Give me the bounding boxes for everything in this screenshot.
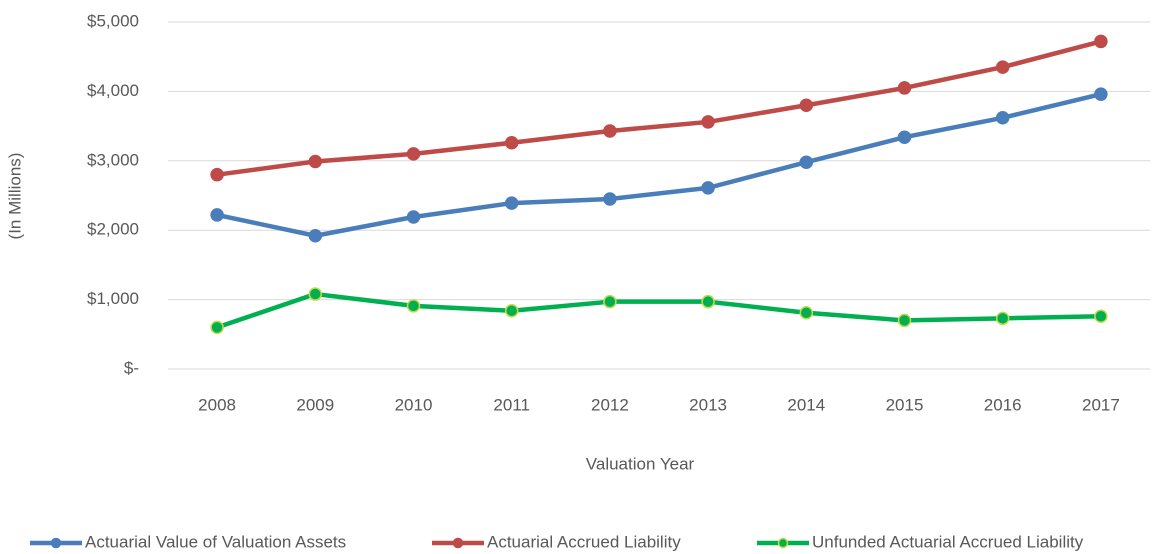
point xyxy=(995,60,1010,74)
x-tick-label: 2014 xyxy=(787,395,825,414)
x-tick-label: 2009 xyxy=(296,395,334,414)
legend-marker xyxy=(50,537,62,549)
y-tick-label: $3,000 xyxy=(87,150,139,169)
point xyxy=(995,311,1010,326)
point xyxy=(1094,87,1108,101)
y-tick-label: $- xyxy=(124,358,139,377)
point xyxy=(406,147,421,161)
point xyxy=(603,192,617,206)
legend-marker xyxy=(777,537,789,549)
point xyxy=(799,98,814,113)
y-tick-label: $5,000 xyxy=(87,11,139,30)
point xyxy=(701,294,715,309)
point xyxy=(210,320,224,335)
point xyxy=(504,136,519,150)
x-axis-title: Valuation Year xyxy=(586,454,695,473)
point xyxy=(701,115,715,129)
x-tick-label: 2008 xyxy=(198,395,236,414)
x-tick-label: 2017 xyxy=(1082,395,1120,414)
point xyxy=(897,313,912,328)
series-line xyxy=(216,39,1102,177)
y-tick-label: $1,000 xyxy=(87,289,139,308)
y-tick-label: $2,000 xyxy=(87,220,139,239)
point xyxy=(799,155,814,169)
series-line xyxy=(216,91,1102,239)
point xyxy=(504,196,519,210)
point xyxy=(603,294,617,309)
point xyxy=(308,287,323,301)
point xyxy=(897,130,912,144)
x-tick-label: 2013 xyxy=(689,395,727,414)
x-tick-label: 2016 xyxy=(984,395,1022,414)
point xyxy=(406,210,421,224)
x-tick-label: 2015 xyxy=(886,395,924,414)
x-tick-label: 2011 xyxy=(493,395,530,414)
series-line xyxy=(216,291,1101,330)
point xyxy=(210,208,224,222)
y-tick-label: $4,000 xyxy=(87,81,139,100)
point xyxy=(1094,34,1108,49)
legend-label: Actuarial Accrued Liability xyxy=(487,532,681,551)
legend-label: Unfunded Actuarial Accrued Liability xyxy=(812,532,1084,551)
point xyxy=(308,229,323,243)
point xyxy=(799,306,814,320)
point xyxy=(995,111,1010,125)
y-axis-title: (In Millions) xyxy=(5,153,24,240)
legend-marker xyxy=(452,537,464,549)
legend-label: Actuarial Value of Valuation Assets xyxy=(85,532,346,551)
point xyxy=(210,167,224,182)
point xyxy=(603,124,617,138)
point xyxy=(897,81,912,95)
x-tick-label: 2012 xyxy=(591,395,629,414)
point xyxy=(504,303,519,318)
x-tick-label: 2010 xyxy=(395,395,433,414)
point xyxy=(308,154,323,169)
point xyxy=(701,181,715,195)
point xyxy=(1094,309,1108,324)
point xyxy=(406,299,421,313)
